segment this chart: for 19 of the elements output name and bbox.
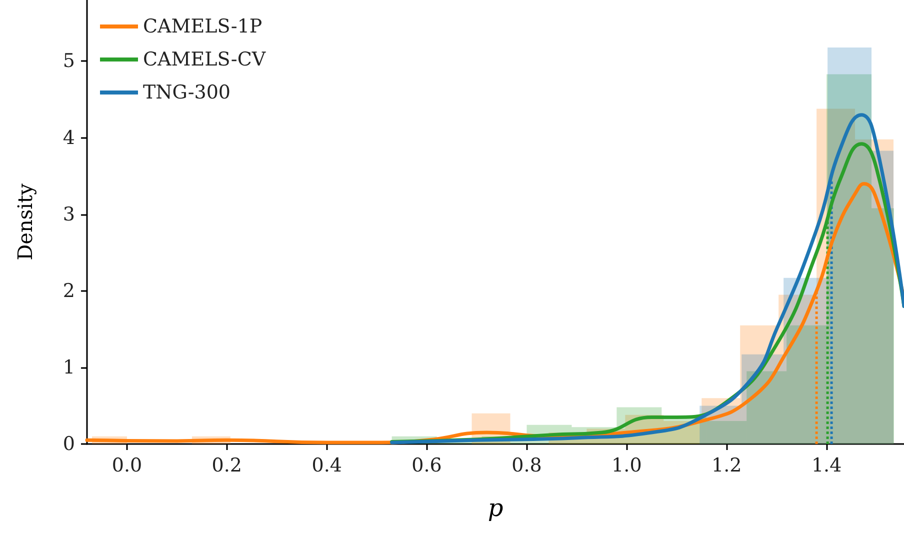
x-tick-label: 0.0	[112, 454, 142, 476]
y-tick-label: 5	[62, 50, 75, 72]
x-tick-label: 1.4	[811, 454, 842, 476]
y-tick-label: 0	[62, 433, 75, 455]
x-axis-title: p	[488, 494, 504, 522]
legend-label: CAMELS-CV	[143, 48, 266, 70]
legend-label: TNG-300	[143, 82, 231, 104]
y-tick-label: 1	[62, 356, 75, 378]
y-tick-label: 4	[62, 126, 75, 149]
x-tick-label: 0.2	[212, 454, 242, 476]
x-tick-label: 1.0	[612, 454, 642, 476]
y-tick-label: 2	[62, 280, 75, 302]
legend-label: CAMELS-1P	[143, 16, 262, 38]
y-tick-label: 3	[62, 203, 75, 226]
x-tick-label: 0.4	[312, 454, 342, 476]
x-tick-label: 0.8	[512, 454, 542, 476]
x-tick-label: 1.2	[712, 454, 742, 476]
x-tick-label: 0.6	[412, 454, 442, 476]
y-axis-title: Density	[13, 182, 37, 260]
